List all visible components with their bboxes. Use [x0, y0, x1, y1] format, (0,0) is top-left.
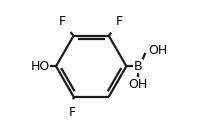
Text: B: B [134, 60, 142, 73]
Text: F: F [116, 15, 123, 28]
Text: HO: HO [30, 60, 50, 73]
Text: OH: OH [148, 44, 168, 57]
Text: F: F [69, 106, 76, 119]
Text: F: F [58, 15, 66, 28]
Text: OH: OH [129, 78, 148, 91]
